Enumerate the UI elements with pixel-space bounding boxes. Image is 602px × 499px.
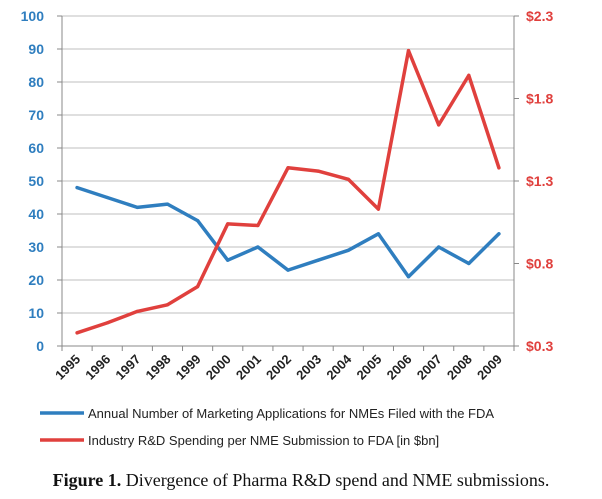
- series-2-point: [467, 73, 471, 77]
- y-right-tick-label: $0.3: [526, 338, 553, 354]
- x-tick-label: 2007: [414, 352, 445, 383]
- x-tick-label: 1998: [143, 352, 174, 383]
- caption-text: Divergence of Pharma R&D spend and NME s…: [125, 470, 550, 490]
- series-2-point: [135, 309, 139, 313]
- series-2-point: [346, 177, 350, 181]
- series-2-point: [165, 303, 170, 307]
- series-2-point: [376, 207, 380, 211]
- y-left-tick-label: 50: [28, 173, 44, 189]
- series-2-point: [316, 169, 320, 173]
- series-1-point: [437, 245, 441, 249]
- series-2-point: [497, 166, 501, 170]
- x-tick-label: 2004: [323, 351, 355, 383]
- series-line-1: [75, 185, 501, 279]
- chart-svg: 0 10 20 30 40 50 60 70 80 90 100 $0.3 $0.8 $1.3 $1.8 $2…: [21, 8, 554, 448]
- x-tick-label: 1999: [173, 352, 204, 383]
- series-line-2: [75, 48, 501, 335]
- series-2-point: [256, 223, 260, 228]
- x-tick-label: 2008: [444, 352, 475, 383]
- y-left-tick-label: 30: [28, 239, 44, 255]
- series-2-point: [196, 285, 200, 289]
- series-1-point: [226, 258, 230, 262]
- x-tick-label: 2009: [474, 352, 505, 383]
- series-1-point: [135, 205, 139, 209]
- y-right-tick-label: $2.3: [526, 8, 553, 24]
- y-left-tick-label: 0: [36, 338, 44, 354]
- series-1-point: [406, 275, 411, 279]
- y-left-tick-label: 80: [28, 74, 44, 90]
- x-tick-label: 1996: [82, 352, 113, 383]
- y-right-tick-label: $1.8: [526, 91, 553, 107]
- y-right-tick-label: $1.3: [526, 173, 553, 189]
- series-1-point: [165, 202, 170, 206]
- x-tick-label: 1997: [112, 352, 143, 383]
- series-1-point: [497, 232, 501, 236]
- y-left-tick-label: 20: [28, 272, 44, 288]
- legend-label-1: Annual Number of Marketing Applications …: [88, 406, 494, 421]
- y-right-tick-label: $0.8: [526, 256, 553, 272]
- x-tick-label: 2002: [263, 352, 294, 383]
- series-2-point: [75, 331, 79, 335]
- y-left-tick-label: 70: [28, 107, 44, 123]
- x-tick-label: 1995: [52, 352, 83, 383]
- series-1-point: [346, 248, 350, 252]
- legend-label-2: Industry R&D Spending per NME Submission…: [88, 433, 439, 448]
- y-left-tick-label: 90: [28, 41, 44, 57]
- series-1-point: [376, 232, 380, 236]
- y-left-tick-label: 100: [21, 8, 45, 24]
- series-1-point: [316, 258, 320, 262]
- series-2-point: [406, 49, 411, 53]
- series-1-point: [467, 261, 471, 266]
- series-1-point: [286, 268, 290, 272]
- y-left-tick-label: 10: [28, 305, 44, 321]
- series-2-point: [105, 321, 109, 325]
- y-left-tick-label: 40: [28, 206, 44, 222]
- y-left-tick-label: 60: [28, 140, 44, 156]
- series-1-point: [75, 186, 79, 190]
- series-1-point: [196, 219, 200, 223]
- series-2-point: [286, 166, 290, 170]
- series-1-point: [105, 195, 109, 200]
- figure-caption: Figure 1. Divergence of Pharma R&D spend…: [0, 470, 602, 491]
- series-2-point: [437, 123, 441, 127]
- x-tick-label: 2003: [293, 352, 324, 383]
- x-tick-label: 2006: [384, 352, 415, 383]
- caption-label: Figure 1.: [52, 470, 122, 490]
- series-2-point: [226, 222, 230, 226]
- series-1-point: [256, 245, 260, 249]
- x-tick-label: 2005: [353, 352, 384, 383]
- x-tick-label: 2001: [233, 352, 264, 383]
- x-tick-label: 2000: [203, 352, 234, 383]
